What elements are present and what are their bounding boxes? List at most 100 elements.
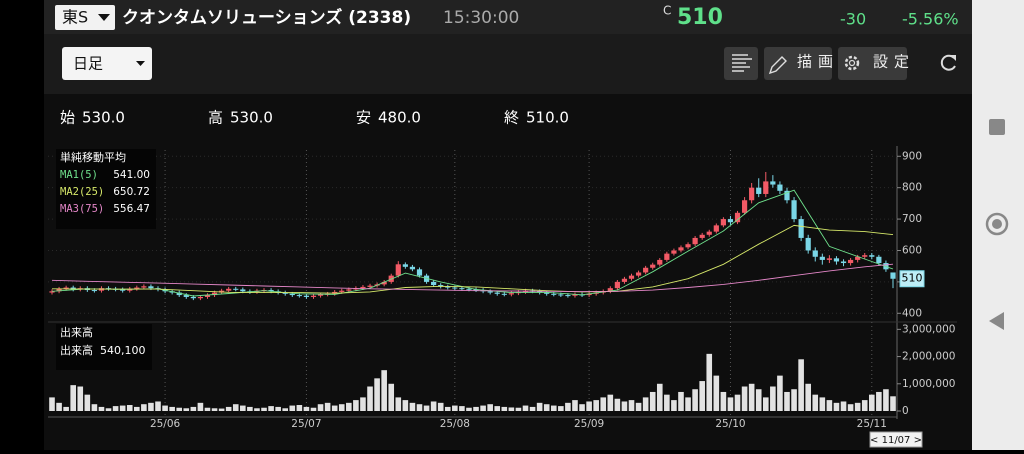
candle-body [466,288,472,290]
gear-center[interactable] [848,59,856,67]
market-select-box[interactable] [55,5,115,30]
volume-bar [649,391,656,411]
volume-bar [664,394,670,411]
volume-bar [494,406,501,411]
gear-icon[interactable] [844,55,860,71]
volume-bar [402,400,409,411]
list-icon[interactable] [732,54,752,72]
volume-bar [70,385,77,411]
volume-bar [98,406,105,411]
candle-body [183,295,189,297]
volume-bar [847,404,854,411]
x-tick-label: 25/09 [574,418,604,430]
candle-body [91,290,98,292]
volume-bar [685,397,691,411]
volume-bar [452,405,458,411]
candle-body [847,259,854,264]
volume-bar [232,404,239,411]
candle-body [713,225,719,232]
candle-body [339,290,345,292]
y-tick-label: 400 [902,307,922,319]
candle-body [240,289,246,292]
candle-body [176,292,182,296]
candle-body [544,292,550,294]
refresh-icon[interactable] [940,54,956,71]
candle-body [763,181,769,194]
candle-body [409,266,416,270]
candle-body [494,292,500,294]
volume-bar [282,408,289,411]
volume-bar [868,394,875,411]
indicator-button[interactable] [724,47,758,80]
volume-bar [692,389,698,411]
volume-bar [826,400,833,411]
volume-bar [430,401,437,411]
ohlc-label: 終 [504,109,519,127]
legend-label: 出来高 [60,343,93,357]
volume-bar [367,386,373,411]
candle-body [367,285,373,287]
candle-body [614,281,620,289]
nav-recent[interactable] [989,119,1005,135]
candle-body [346,289,352,291]
pencil-icon[interactable] [768,56,787,75]
candle-body [395,264,401,276]
button-bg[interactable] [764,47,832,80]
draw-label[interactable]: 描画 [797,53,839,71]
market-label[interactable]: 東S [62,8,88,27]
volume-bar [296,405,303,411]
settings-button[interactable]: 設定 [838,47,915,80]
candle-body [727,219,734,223]
candle-body [643,267,649,273]
y-tick-label: 600 [902,244,922,256]
volume-bar [317,404,324,411]
volume-bar [324,402,331,411]
candle-body [855,256,861,260]
volume-bar [169,406,175,411]
volume-bar [543,404,550,411]
candle-body [381,281,387,285]
volume-bar [656,383,663,411]
volume-bar [126,405,133,411]
candle-body [650,264,656,268]
refresh-button[interactable] [940,54,956,71]
button-bg[interactable] [838,47,907,80]
candle-body [621,278,628,282]
x-tick-label: 25/11 [857,418,887,430]
volume-bar [77,386,84,411]
candle-body [741,200,748,213]
chart-area [44,94,972,450]
market-select[interactable]: 東S [55,5,115,30]
candle-body [360,286,366,289]
settings-label[interactable]: 設定 [873,53,915,71]
ohlc-label: 始 [60,109,75,127]
y2-tick-label: 2,000,000 [902,351,955,363]
volume-bar [522,405,529,411]
period-select-box[interactable] [62,47,152,80]
period-select[interactable]: 日足 [62,47,152,80]
candle-body [127,288,133,291]
nav-back[interactable] [989,312,1004,330]
candle-body [734,212,741,223]
period-label[interactable]: 日足 [73,55,103,73]
candle-body [204,295,211,297]
ohlc-value: 480.0 [378,109,421,127]
volume-bar [480,405,486,411]
y-tick-label: 800 [902,182,922,194]
volume-bar [423,405,430,411]
volume-bar [310,407,317,411]
candle-body [501,293,507,295]
ohlc-row: 始 530.0 高 530.0 安 480.0 終 510.0 [60,109,569,127]
refresh-arrow[interactable] [950,55,956,61]
nav-home[interactable] [985,212,1009,236]
candle-body [791,200,797,220]
volume-bar [805,383,811,411]
volume-bar [565,402,571,411]
draw-button[interactable]: 描画 [764,47,839,80]
dropdown-arrow[interactable] [136,61,145,66]
dropdown-arrow[interactable] [98,14,110,21]
volume-bar [360,397,366,411]
cursor-date: < 11/07 > [870,435,922,446]
candle-body [445,286,451,288]
volume-bar [225,406,232,411]
